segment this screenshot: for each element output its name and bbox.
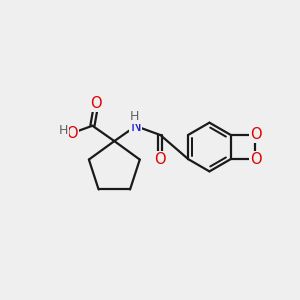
Text: H: H <box>130 110 140 123</box>
Text: O: O <box>66 126 77 141</box>
Text: O: O <box>154 152 166 167</box>
Text: H: H <box>59 124 68 137</box>
Text: N: N <box>130 118 141 134</box>
Text: O: O <box>250 127 261 142</box>
Text: O: O <box>90 96 102 111</box>
Text: O: O <box>250 152 261 167</box>
